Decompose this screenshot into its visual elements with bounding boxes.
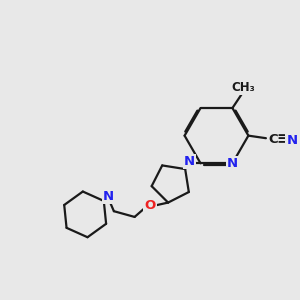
Text: N: N [103, 190, 114, 203]
Text: ≡: ≡ [276, 132, 289, 147]
Text: CH₃: CH₃ [231, 81, 255, 94]
Text: N: N [184, 155, 195, 168]
Text: N: N [286, 134, 298, 147]
Text: O: O [144, 199, 155, 212]
Text: C: C [268, 133, 278, 146]
Text: N: N [227, 157, 238, 170]
